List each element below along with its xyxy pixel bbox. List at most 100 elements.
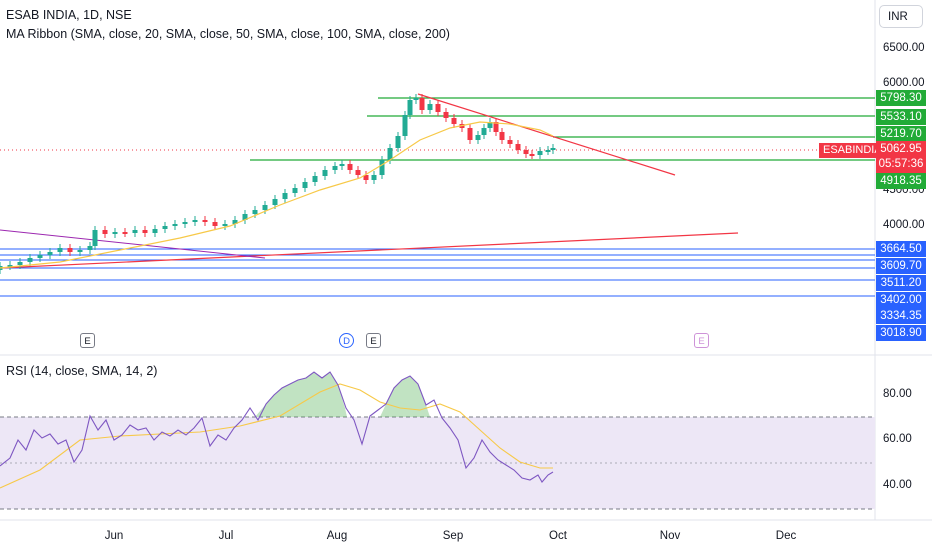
level-tag: 3664.50 [876,241,926,257]
candle [152,229,158,233]
candle [529,154,535,156]
candle [27,258,33,262]
candle [507,140,513,144]
candle [112,232,118,234]
earnings-event-icon[interactable]: E [80,333,95,348]
candle [451,118,457,124]
candle [67,248,73,252]
rsi-axis-label: 40.00 [883,479,912,491]
candle [332,166,338,170]
current-price: 5062.95 [880,143,922,155]
candle [435,104,441,112]
candle [262,205,268,210]
candle [347,164,353,170]
candle [222,224,228,226]
currency-button[interactable]: INR [879,5,923,28]
rsi-overbought-fill [255,372,347,417]
moving-average-line [0,121,554,269]
candle [87,246,93,250]
candle [545,150,551,152]
level-tag: 3402.00 [876,292,926,308]
candle [212,222,218,226]
price-axis-label: 4000.00 [883,219,925,231]
candle [475,135,481,140]
rsi-axis-label: 60.00 [883,433,912,445]
candle [172,224,178,226]
time-axis-label: Nov [659,530,681,542]
candle [77,250,83,252]
candle [7,265,13,267]
level-tag: 3018.90 [876,325,926,341]
ma-ribbon-legend[interactable]: MA Ribbon (SMA, close, 20, SMA, close, 5… [6,27,450,41]
level-tag: 5533.10 [876,109,926,125]
rsi-overbought-fill [380,376,430,417]
candle [292,188,298,193]
candle [182,222,188,224]
candle [467,128,473,140]
candle [363,175,369,180]
candle [232,220,238,224]
candle [419,98,425,110]
candle [407,100,413,115]
candle [192,220,198,222]
candle [387,148,393,160]
future-earnings-event-icon[interactable]: E [694,333,709,348]
candle [102,230,108,234]
candle [371,175,377,180]
dividend-event-icon[interactable]: D [339,333,354,348]
bar-countdown: 05:57:36 [878,158,924,170]
candle [17,262,23,265]
time-axis-label: Sep [442,530,464,542]
candle [132,230,138,233]
rsi-legend[interactable]: RSI (14, close, SMA, 14, 2) [6,364,158,378]
candle [47,252,53,255]
candle [282,193,288,199]
level-tag: 5798.30 [876,90,926,106]
time-axis-label: Jul [218,530,234,542]
candle [402,115,408,136]
level-tag: 4918.35 [876,173,926,189]
symbol-price-tag: ESABINDIA [819,143,886,158]
trend-line [0,229,266,259]
candle [92,230,98,246]
trend-line [0,232,739,269]
earnings-event-icon[interactable]: E [366,333,381,348]
rsi-line [0,371,554,483]
candle [302,182,308,188]
time-axis-label: Aug [326,530,348,542]
time-axis-label: Oct [549,530,567,542]
rsi-ma-line [0,383,553,489]
level-tag: 3334.35 [876,308,926,324]
price-axis-label: 6000.00 [883,77,925,89]
candle [339,164,345,166]
candle [443,112,449,118]
trend-line [417,93,676,176]
candle [379,160,385,175]
price-axis-label: 6500.00 [883,42,925,54]
candle [395,136,401,148]
candle [550,148,556,150]
candle [499,132,505,140]
candle [162,226,168,229]
candle [242,214,248,220]
candle [312,176,318,182]
candle [57,248,63,252]
time-axis-label: Dec [775,530,797,542]
candle [122,232,128,234]
candle [355,170,361,175]
symbol-title[interactable]: ESAB INDIA, 1D, NSE [6,8,132,22]
candle [481,128,487,135]
candle [37,255,43,258]
candle [515,144,521,150]
current-price-tag: 5062.95 05:57:36 [876,141,926,173]
level-tag: 5219.70 [876,126,926,142]
candle [322,170,328,176]
candle [202,220,208,222]
rsi-axis-label: 80.00 [883,388,912,400]
candle [142,230,148,233]
candle [487,122,493,128]
level-tag: 3609.70 [876,258,926,274]
candle [537,151,543,155]
time-axis-label: Jun [104,530,124,542]
